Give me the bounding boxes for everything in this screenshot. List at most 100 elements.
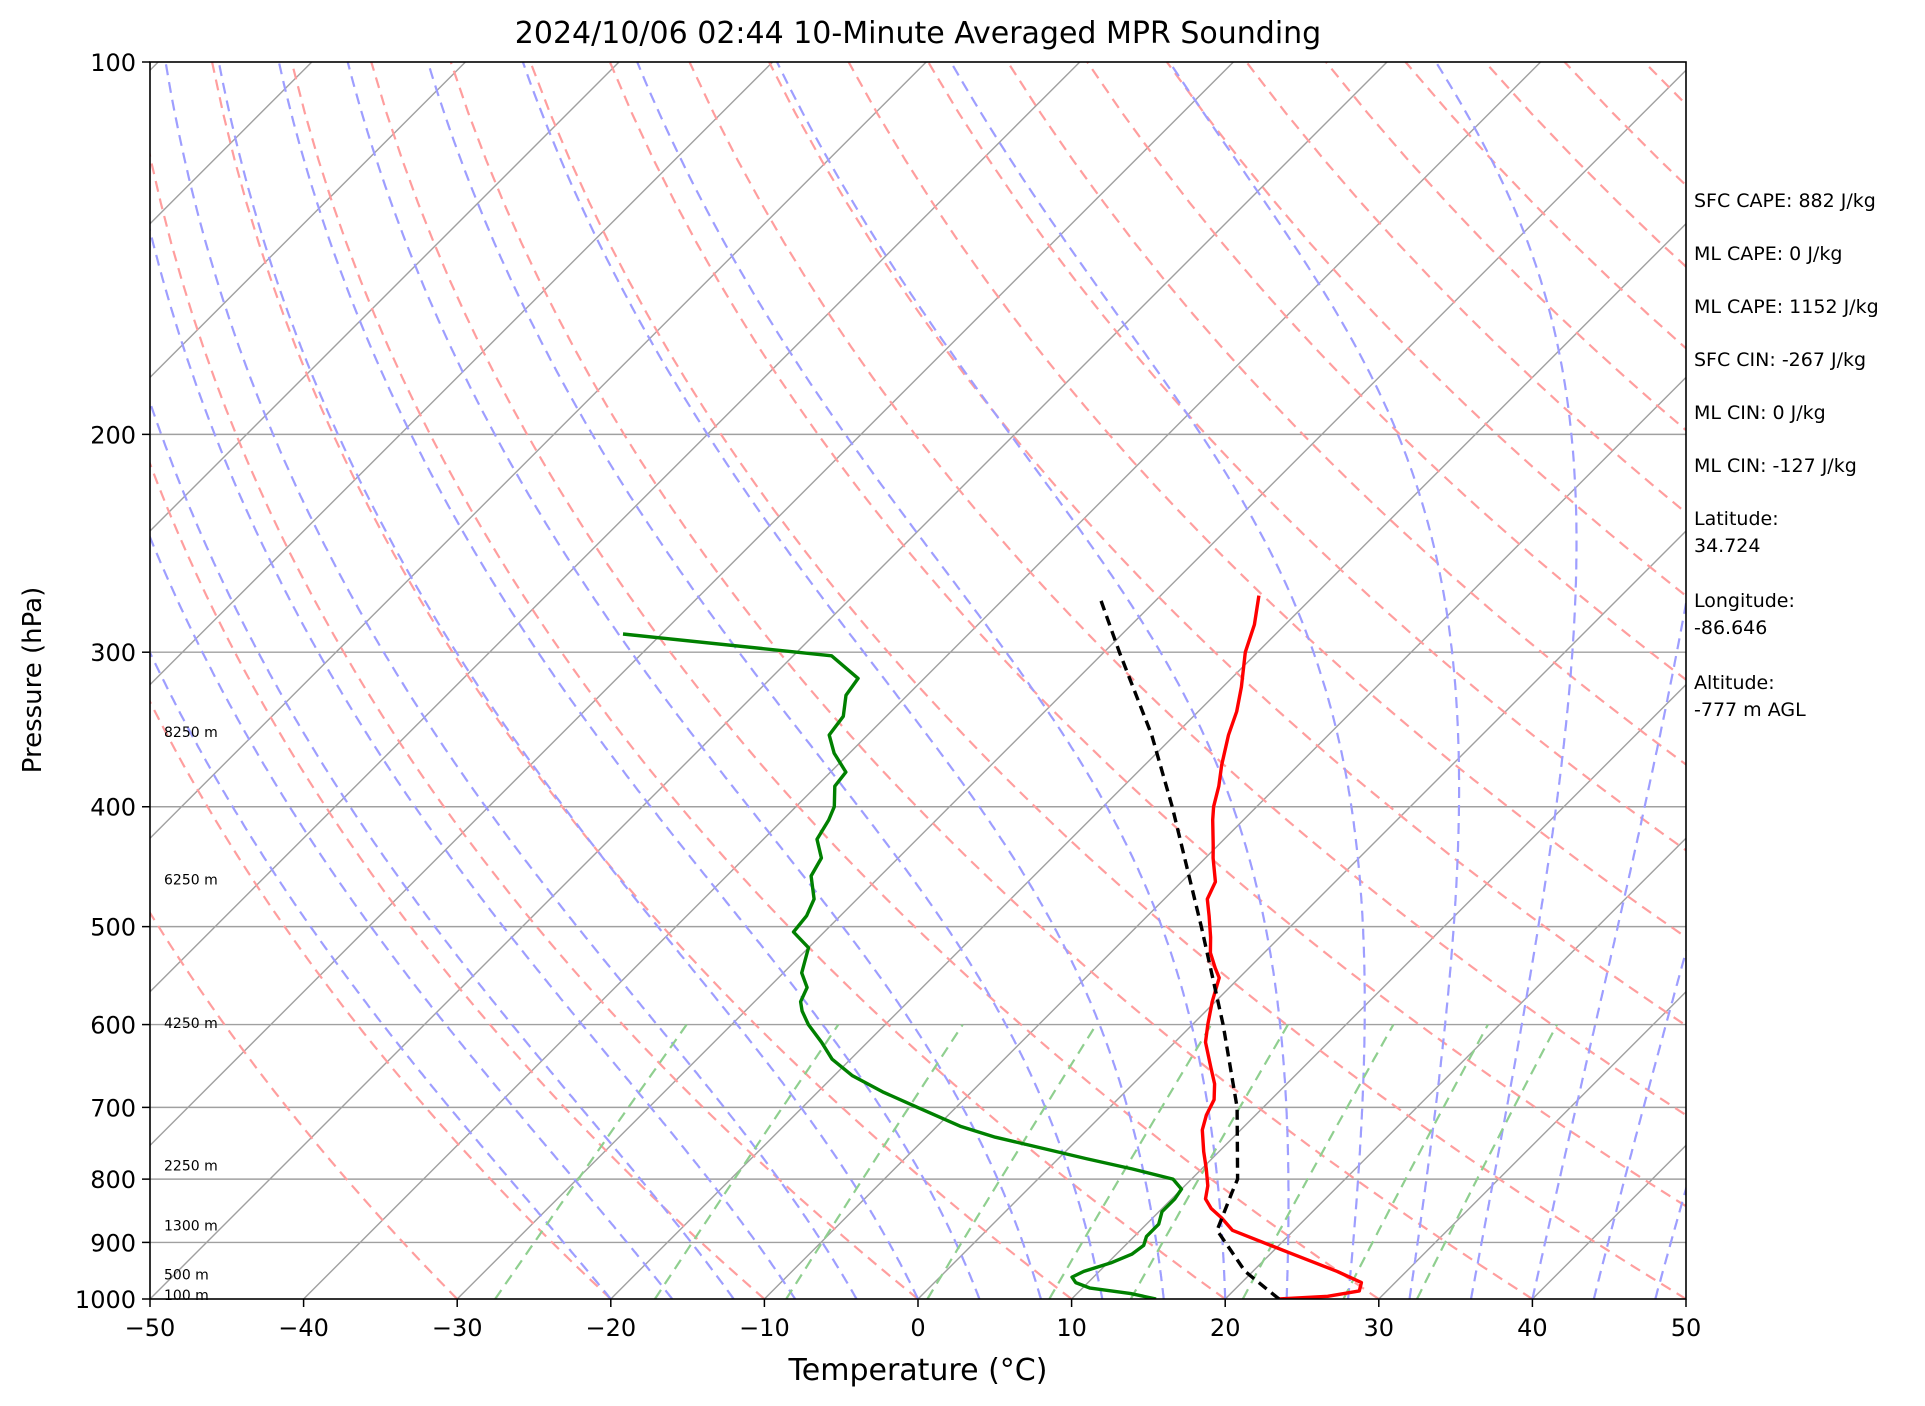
dry-adiabat-line	[1166, 62, 1686, 598]
moist-adiabat-line	[949, 62, 1366, 1299]
moist-adiabat-line	[521, 62, 1165, 1299]
x-axis: −50 −40 −30 −20 −10 0 10 20 30 40 50	[125, 1299, 1702, 1342]
height-label: 1300 m	[164, 1218, 218, 1234]
moist-adiabat-line	[217, 62, 920, 1299]
y-axis-label: Pressure (hPa)	[18, 587, 48, 774]
moist-adiabat-line	[1654, 1184, 1686, 1299]
temperature-profile-line	[1200, 595, 1364, 1299]
moist-adiabat-line	[150, 534, 674, 1299]
height-label: 100 m	[164, 1288, 209, 1304]
sfc-cape-text: SFC CAPE: 882 J/kg	[1694, 190, 1876, 212]
y-tick-label: 1000	[75, 1286, 136, 1314]
moist-adiabat-line	[277, 62, 981, 1299]
dry-adiabat-line	[768, 62, 1686, 1027]
moist-adiabat-line	[426, 62, 1104, 1299]
ml-cin-text: ML CIN: 0 J/kg	[1694, 402, 1826, 424]
x-tick-label: 30	[1364, 1314, 1395, 1342]
dry-adiabat-line	[290, 62, 1226, 1299]
isotherm-line	[0, 62, 5, 1299]
mixing-ratio-line	[1416, 1024, 1558, 1299]
dry-adiabat-line	[211, 62, 1073, 1299]
dry-adiabat-line	[150, 699, 612, 1299]
dry-adiabat-line	[150, 460, 766, 1299]
x-tick-label: −40	[278, 1314, 329, 1342]
isotherm-line	[303, 62, 1542, 1299]
mu-cape-text: ML CAPE: 1152 J/kg	[1694, 296, 1879, 318]
moist-adiabat-line	[1592, 947, 1686, 1299]
height-label: 500 m	[164, 1267, 209, 1283]
dry-adiabat-line	[370, 62, 1380, 1299]
mixing-ratio-line	[785, 1023, 964, 1299]
altitude-text: Altitude: -777 m AGL	[1694, 672, 1806, 721]
isotherm-line	[1378, 990, 1686, 1299]
moist-adiabat-line	[1531, 597, 1686, 1299]
background-lines	[0, 62, 1686, 1299]
isotherm-line	[456, 69, 1686, 1299]
x-axis-label: Temperature (°C)	[788, 1353, 1048, 1388]
x-tick-label: 20	[1210, 1314, 1241, 1342]
isotherm-line	[150, 62, 620, 532]
series-layer	[622, 595, 1364, 1299]
y-tick-label: 700	[90, 1094, 136, 1122]
y-axis: 100 200 300 400 500 600 700 800 900 1000	[75, 49, 150, 1314]
moist-adiabat-line	[1434, 62, 1578, 1299]
mixing-ratio-line	[1241, 1024, 1395, 1299]
isotherm-line	[1224, 837, 1686, 1299]
parcel-profile-line	[1097, 595, 1281, 1299]
height-label: 6250 m	[164, 872, 218, 888]
mixing-ratio-line	[1048, 1024, 1213, 1299]
sounding-info-panel: SFC CAPE: 882 J/kg ML CAPE: 0 J/kg ML CA…	[1694, 188, 1919, 752]
y-tick-label: 600	[90, 1012, 136, 1040]
x-tick-label: −50	[125, 1314, 176, 1342]
x-tick-label: 10	[1056, 1314, 1087, 1342]
y-tick-label: 900	[90, 1229, 136, 1257]
x-tick-label: 0	[910, 1314, 925, 1342]
moist-adiabat-line	[150, 398, 735, 1299]
dry-adiabat-line	[688, 62, 1686, 1117]
isotherm-line	[1071, 683, 1686, 1299]
dry-adiabat-line	[608, 62, 1686, 1208]
mixing-ratio-line	[653, 1023, 840, 1299]
dry-adiabat-line	[150, 910, 458, 1299]
height-label: 4250 m	[164, 1016, 218, 1032]
longitude-text: Longitude: -86.646	[1694, 590, 1795, 639]
height-label: 8250 m	[164, 725, 218, 741]
height-labels: 8250 m 6250 m 4250 m 2250 m 1300 m 500 m 100 m	[164, 725, 218, 1304]
mixing-ratio-line	[1129, 1024, 1289, 1299]
dry-adiabat-line	[847, 62, 1686, 939]
dry-adiabat-line	[1086, 62, 1686, 682]
isotherm-line	[150, 62, 1234, 1147]
isotherm-line	[610, 222, 1686, 1299]
isotherm-line	[763, 376, 1686, 1299]
x-tick-label: −10	[739, 1314, 790, 1342]
ml-cape-text: ML CAPE: 0 J/kg	[1694, 243, 1843, 265]
isotherm-line	[917, 530, 1686, 1299]
x-tick-label: 40	[1517, 1314, 1548, 1342]
moist-adiabat-line	[346, 62, 1042, 1299]
x-tick-label: 50	[1671, 1314, 1702, 1342]
x-tick-label: −30	[432, 1314, 483, 1342]
y-tick-label: 400	[90, 794, 136, 822]
mixing-ratio-line	[926, 1024, 1098, 1299]
sfc-cin-text: SFC CIN: -267 J/kg	[1694, 349, 1867, 371]
isotherm-line	[150, 62, 927, 840]
dry-adiabat-line	[150, 150, 919, 1299]
mu-cin-text: ML CIN: -127 J/kg	[1694, 455, 1857, 477]
x-tick-label: −20	[585, 1314, 636, 1342]
isotherm-line	[150, 62, 774, 686]
height-label: 2250 m	[164, 1159, 218, 1175]
y-tick-label: 500	[90, 914, 136, 942]
latitude-text: Latitude: 34.724	[1694, 508, 1779, 557]
y-tick-label: 300	[90, 639, 136, 667]
y-tick-label: 200	[90, 421, 136, 449]
dry-adiabat-line	[449, 62, 1533, 1299]
moist-adiabat-line	[150, 650, 612, 1299]
moist-adiabat-line	[164, 62, 858, 1299]
moist-adiabat-line	[776, 62, 1290, 1299]
isotherm-line	[150, 62, 466, 379]
y-tick-label: 100	[90, 49, 136, 77]
isotherm-line	[150, 62, 1388, 1299]
moist-adiabat-line	[636, 62, 1227, 1299]
isotherm-line	[150, 62, 1081, 993]
